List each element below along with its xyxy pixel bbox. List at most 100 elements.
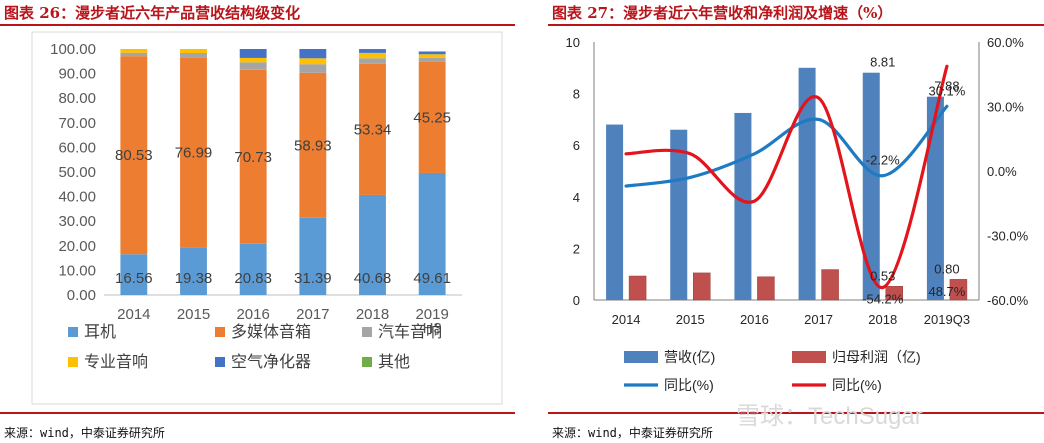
- right-footer-rule: [548, 412, 1044, 414]
- right-source-note: 来源：wind，中泰证券研究所: [552, 426, 713, 440]
- y-right-tick-label: -60.0%: [987, 293, 1029, 308]
- legend-swatch-headphones: [68, 327, 78, 337]
- y-tick-label: 0.00: [67, 287, 96, 304]
- bar-revenue: [798, 67, 816, 300]
- bar-net_profit: [757, 276, 775, 301]
- bar-headphones: [418, 172, 446, 295]
- bar-revenue: [862, 72, 880, 300]
- x-tick-label: 2016: [740, 312, 769, 327]
- bar-net_profit: [693, 272, 711, 301]
- y-right-tick-label: 60.0%: [987, 35, 1024, 50]
- data-label: 16.56: [115, 270, 153, 287]
- y-tick-label: 70.00: [58, 115, 96, 132]
- right-title-rule: [548, 24, 1044, 26]
- bar-revenue: [670, 129, 688, 300]
- y-tick-label: 10.00: [58, 262, 96, 279]
- right-chart-title: 图表 27：漫步者近六年营收和净利润及增速（%）: [552, 4, 893, 22]
- data-label: 76.99: [175, 145, 213, 162]
- x-tick-label: 2016: [236, 306, 269, 323]
- legend-swatch-car_audio: [362, 327, 372, 337]
- bar-headphones: [120, 254, 148, 295]
- data-label: 7.88: [934, 79, 959, 94]
- y-right-tick-label: 30.0%: [987, 100, 1024, 115]
- legend-label: 汽车音响: [378, 323, 442, 341]
- legend-label: 归母利润（亿): [832, 349, 921, 365]
- bar-air_purifier: [299, 49, 327, 59]
- legend-label: 空气净化器: [231, 353, 311, 371]
- bar-car_audio: [180, 53, 207, 58]
- bar-headphones: [299, 217, 327, 295]
- watermark: 雪球：TechSugar: [736, 403, 923, 430]
- legend-label: 专业音响: [84, 353, 148, 371]
- x-tick-label: 2018: [356, 306, 389, 323]
- x-tick-label: 2017: [804, 312, 833, 327]
- bar-pro_audio: [120, 49, 148, 53]
- bar-speakers: [418, 61, 446, 173]
- y-left-tick-label: 0: [573, 293, 580, 308]
- bar-car_audio: [359, 58, 386, 64]
- bar-speakers: [180, 57, 207, 248]
- data-label: 53.34: [354, 121, 392, 138]
- x-tick-label: 2018: [868, 312, 897, 327]
- y-left-tick-label: 4: [573, 190, 580, 205]
- stacked-bar-chart: 0.00 10.00 20.00 30.00 40.00 50.00 60.00 70.00 8…: [31, 31, 503, 405]
- data-label: 45.25: [413, 109, 451, 126]
- bar-headphones: [239, 243, 267, 295]
- y-tick-label: 100.00: [50, 41, 96, 58]
- legend-label: 同比(%): [664, 377, 714, 393]
- revenue-profit-combo-chart: 0 2 4 6 8 10 -60.0% -30.0% 0.0% 30.0% 60.0% 8.81 7.8…: [566, 35, 1029, 393]
- data-label: 8.81: [870, 55, 895, 70]
- bar-speakers: [299, 72, 327, 218]
- bar-car_audio: [120, 52, 148, 57]
- legend-swatch-other: [362, 357, 372, 367]
- bar-revenue: [606, 124, 624, 300]
- legend-label: 同比(%): [832, 377, 882, 393]
- legend-swatch-revenue: [624, 351, 658, 363]
- legend-label: 耳机: [84, 323, 116, 341]
- legend-swatch-net_profit: [792, 351, 826, 363]
- x-tick-label: 2014: [117, 306, 150, 323]
- x-tick-label: H3: [423, 320, 442, 337]
- y-tick-label: 60.00: [58, 139, 96, 156]
- y-tick-label: 90.00: [58, 66, 96, 83]
- data-label: 70.73: [234, 149, 272, 166]
- bar-air_purifier: [239, 49, 267, 58]
- bar-revenue: [926, 96, 944, 300]
- data-label: -2.2%: [866, 153, 900, 168]
- bar-pro_audio: [359, 52, 386, 59]
- y-left-tick-label: 10: [566, 35, 580, 50]
- y-tick-label: 50.00: [58, 164, 96, 181]
- bar-net_profit: [628, 275, 647, 301]
- x-tick-label: 2015: [177, 306, 210, 323]
- bar-car_audio: [239, 62, 267, 70]
- y-right-tick-label: 0.0%: [987, 164, 1017, 179]
- bar-pro_audio: [180, 49, 207, 54]
- bar-net_profit: [821, 269, 839, 301]
- line-revenue_yoy: [624, 104, 949, 188]
- y-left-tick-label: 2: [573, 241, 580, 256]
- data-label: 30.1%: [928, 83, 965, 98]
- bar-net_profit: [949, 279, 968, 301]
- left-footer-rule: [0, 412, 515, 414]
- y-tick-label: 20.00: [58, 238, 96, 255]
- bar-speakers: [239, 69, 267, 244]
- bar-car_audio: [418, 57, 446, 62]
- y-left-tick-label: 8: [573, 87, 580, 102]
- y-left-tick-label: 6: [573, 138, 580, 153]
- bar-car_audio: [299, 64, 327, 73]
- bar-pro_audio: [299, 58, 327, 65]
- left-title-rule: [0, 24, 515, 26]
- legend-swatch-air_purifier: [215, 357, 225, 367]
- data-label: 19.38: [175, 270, 213, 287]
- x-tick-label: 2019Q3: [924, 312, 970, 327]
- legend-label: 多媒体音箱: [231, 323, 311, 341]
- data-label: -54.2%: [862, 292, 904, 307]
- bar-pro_audio: [239, 57, 267, 63]
- bar-net_profit: [885, 286, 903, 301]
- y-tick-label: 40.00: [58, 189, 96, 206]
- legend-swatch-speakers: [215, 327, 225, 337]
- data-label: 80.53: [115, 147, 153, 164]
- bar-headphones: [180, 247, 207, 295]
- left-chart-title: 图表 26：漫步者近六年产品营收结构级变化: [4, 4, 301, 22]
- bar-speakers: [120, 56, 148, 255]
